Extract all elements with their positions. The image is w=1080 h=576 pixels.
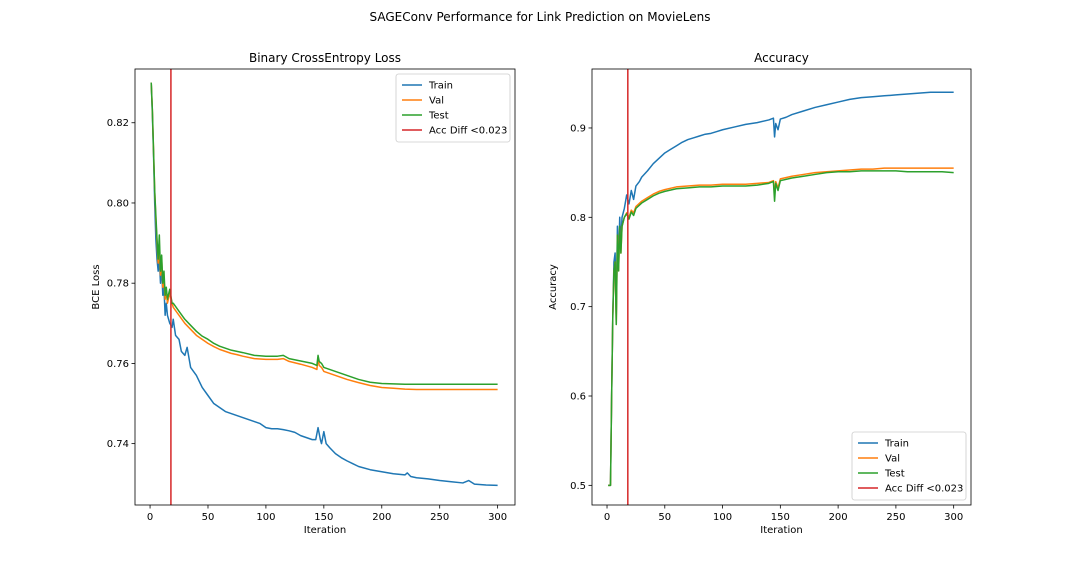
accuracy-legend-box	[851, 431, 967, 501]
loss-legend-label-test: Test	[428, 111, 449, 122]
accuracy-xtick-label: 0	[604, 512, 610, 523]
loss-ytick-label: 0.74	[107, 439, 129, 450]
loss-legend: Train Val Test Acc Diff <0.023	[395, 73, 511, 143]
accuracy-y-axis-label: Accuracy	[548, 264, 559, 310]
accuracy-xtick-label: 50	[658, 512, 671, 523]
loss-axes-frame	[134, 68, 516, 506]
loss-legend-label-val: Val	[429, 96, 444, 107]
loss-x-axis-label: Iteration	[304, 525, 346, 536]
loss-xtick-label: 50	[202, 512, 215, 523]
loss-ytick-label: 0.82	[107, 118, 129, 129]
accuracy-legend-label-test: Test	[884, 469, 905, 480]
accuracy-axes-frame	[591, 68, 972, 506]
loss-xtick-label: 250	[430, 512, 449, 523]
loss-chart-title: Binary CrossEntropy Loss	[249, 51, 401, 65]
loss-chart: 0 50 100 150 200 250 300 0.74 0.76 0.78 0.80 0.82 Bi…	[91, 51, 516, 536]
loss-legend-label-train: Train	[428, 81, 453, 92]
accuracy-xtick-label: 200	[829, 512, 848, 523]
accuracy-series-train	[608, 91, 954, 487]
accuracy-chart-title: Accuracy	[754, 51, 809, 65]
loss-y-axis-label: BCE Loss	[91, 264, 102, 309]
loss-xtick-label: 0	[147, 512, 153, 523]
accuracy-xtick-label: 100	[713, 512, 732, 523]
loss-series-test	[150, 82, 498, 386]
accuracy-ytick-label: 0.6	[570, 392, 586, 403]
loss-legend-box	[395, 73, 511, 143]
accuracy-chart: 0 50 100 150 200 250 300 0.5 0.6 0.7 0.8 0.9 Accurac…	[548, 51, 972, 536]
accuracy-legend-label-val: Val	[885, 454, 900, 465]
accuracy-xtick-label: 300	[944, 512, 963, 523]
accuracy-ytick-label: 0.7	[570, 302, 586, 313]
loss-ytick-label: 0.80	[107, 198, 129, 209]
accuracy-ytick-label: 0.5	[570, 481, 586, 492]
loss-ytick-label: 0.78	[107, 279, 129, 290]
accuracy-ytick-label: 0.8	[570, 213, 586, 224]
accuracy-xtick-label: 150	[771, 512, 790, 523]
accuracy-series-test	[608, 170, 954, 487]
accuracy-x-axis-label: Iteration	[760, 525, 802, 536]
accuracy-legend-label-train: Train	[884, 439, 909, 450]
loss-series-train	[150, 82, 498, 487]
loss-xtick-label: 150	[314, 512, 333, 523]
loss-xtick-label: 300	[488, 512, 507, 523]
loss-legend-label-acc-diff-0-023: Acc Diff <0.023	[429, 126, 507, 137]
loss-ytick-label: 0.76	[107, 359, 129, 370]
loss-xtick-label: 100	[256, 512, 275, 523]
accuracy-xtick-label: 250	[886, 512, 905, 523]
accuracy-legend: Train Val Test Acc Diff <0.023	[851, 431, 967, 501]
accuracy-legend-label-acc-diff-0-023: Acc Diff <0.023	[885, 484, 963, 495]
loss-xtick-label: 200	[372, 512, 391, 523]
figure-suptitle: SAGEConv Performance for Link Prediction…	[370, 10, 711, 24]
accuracy-ytick-label: 0.9	[570, 123, 586, 134]
